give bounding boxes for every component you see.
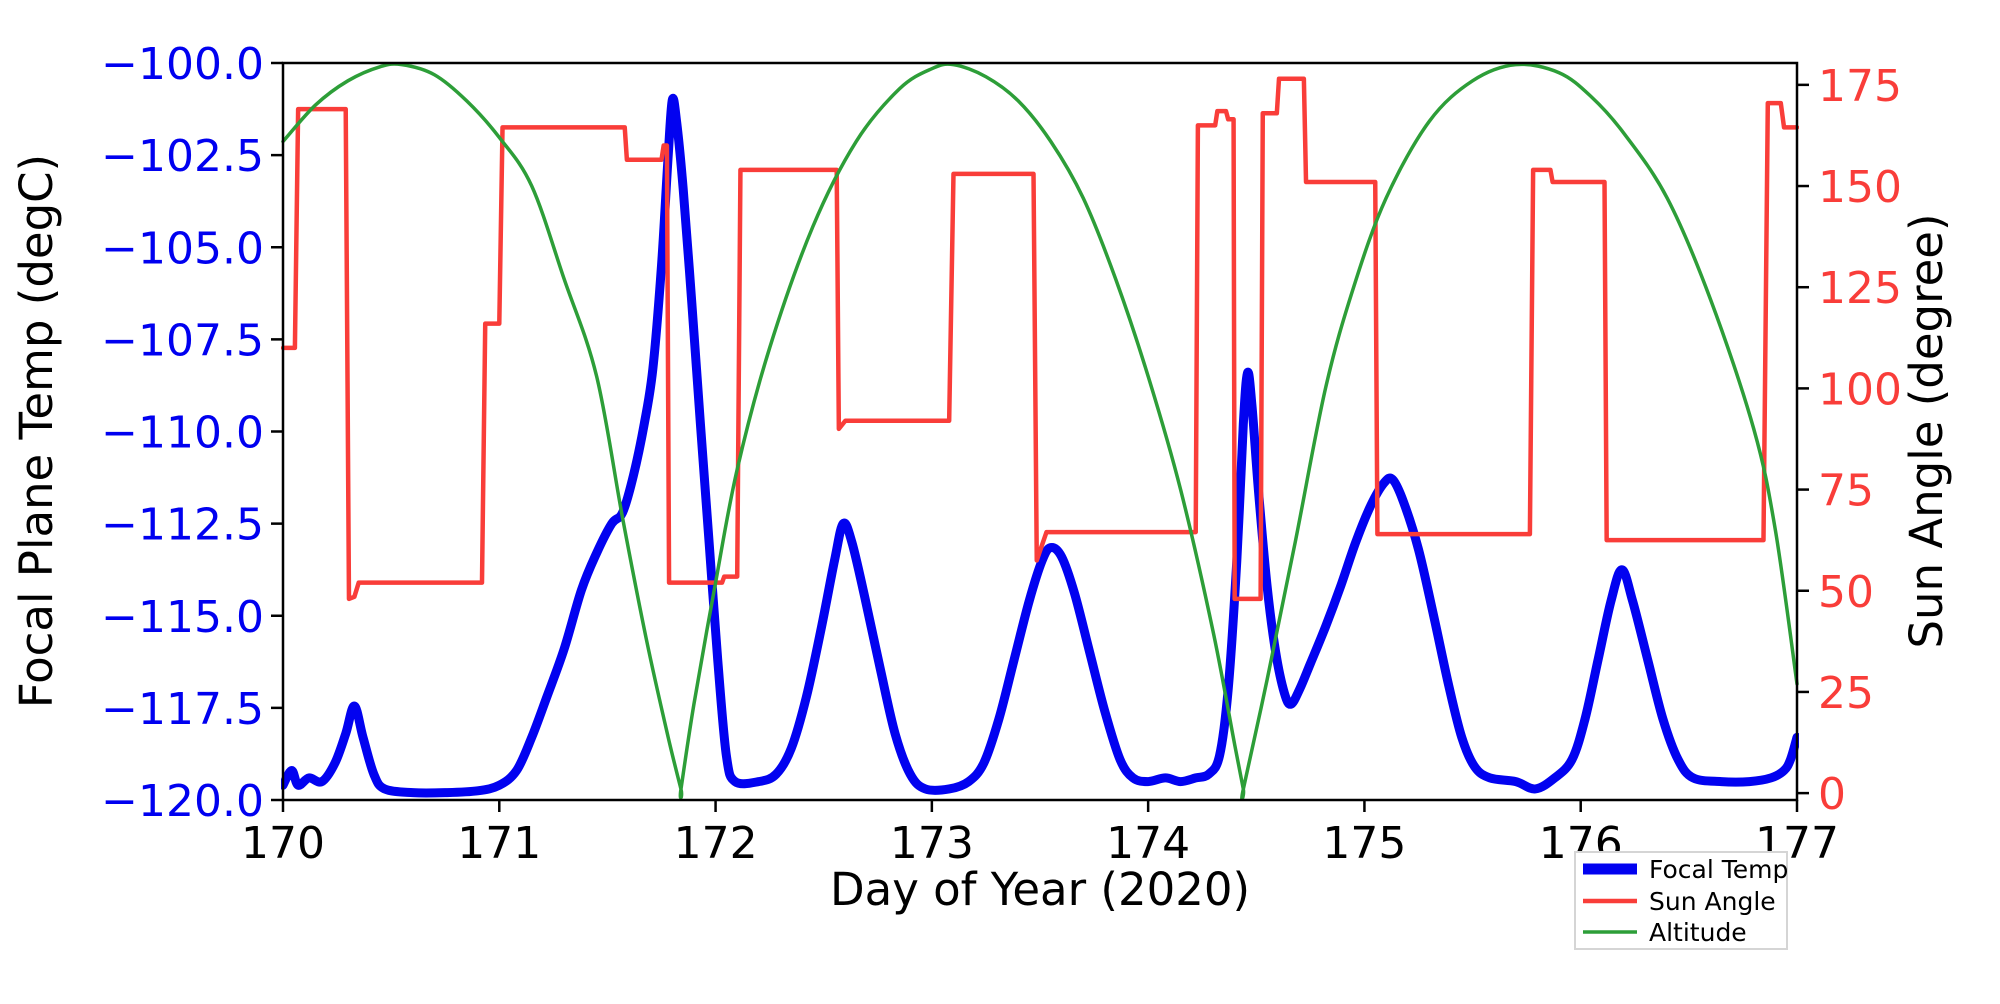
- x-axis-tick-label: 170: [241, 818, 325, 869]
- sun-angle-line: [281, 76, 1799, 602]
- left-axis-tick-label: −120.0: [101, 776, 264, 827]
- left-axis-tick-label: −110.0: [101, 408, 264, 459]
- left-axis-tick-label: −117.5: [101, 684, 264, 735]
- right-axis-tick-label: 0: [1818, 769, 1846, 820]
- altitude-line: [281, 62, 1799, 801]
- x-axis-tick-label: 174: [1106, 818, 1190, 869]
- x-axis-tick-label: 173: [890, 818, 974, 869]
- left-axis-tick-label: −105.0: [101, 223, 264, 274]
- left-axis-tick-label: −115.0: [101, 592, 264, 643]
- legend-label-sun-angle: Sun Angle: [1649, 887, 1776, 916]
- right-axis-tick-label: 175: [1818, 61, 1902, 112]
- x-axis-tick-label: 172: [674, 818, 758, 869]
- left-axis-tick-label: −107.5: [101, 315, 264, 366]
- legend-label-focal-temp: Focal Temp: [1649, 855, 1788, 884]
- series-group: [281, 62, 1799, 801]
- right-axis-tick-label: 100: [1818, 364, 1902, 415]
- right-axis-tick-label: 25: [1818, 668, 1874, 719]
- legend-label-altitude: Altitude: [1649, 918, 1747, 947]
- ticks-group: 170 171 172 173 174 175 176 177−100.0−102.5−105…: [101, 39, 1902, 869]
- x-axis-tick-label: 175: [1322, 818, 1406, 869]
- left-axis-tick-label: −102.5: [101, 131, 264, 182]
- focal-temp-line: [281, 93, 1799, 798]
- plot-border: [281, 61, 1799, 802]
- left-axis-tick-label: −112.5: [101, 500, 264, 551]
- right-axis-tick-label: 50: [1818, 567, 1874, 618]
- right-axis-tick-label: 75: [1818, 466, 1874, 517]
- right-axis-label: Sun Angle (degree): [1900, 213, 1953, 648]
- legend: Focal Temp Sun Angle Altitude: [1574, 851, 1788, 950]
- right-axis-tick-label: 150: [1818, 162, 1902, 213]
- x-axis-tick-label: 171: [457, 818, 541, 869]
- x-axis-label: Day of Year (2020): [830, 863, 1250, 916]
- left-axis-tick-label: −100.0: [101, 39, 264, 90]
- right-axis-tick-label: 125: [1818, 263, 1902, 314]
- left-axis-label: Focal Plane Temp (degC): [10, 154, 63, 708]
